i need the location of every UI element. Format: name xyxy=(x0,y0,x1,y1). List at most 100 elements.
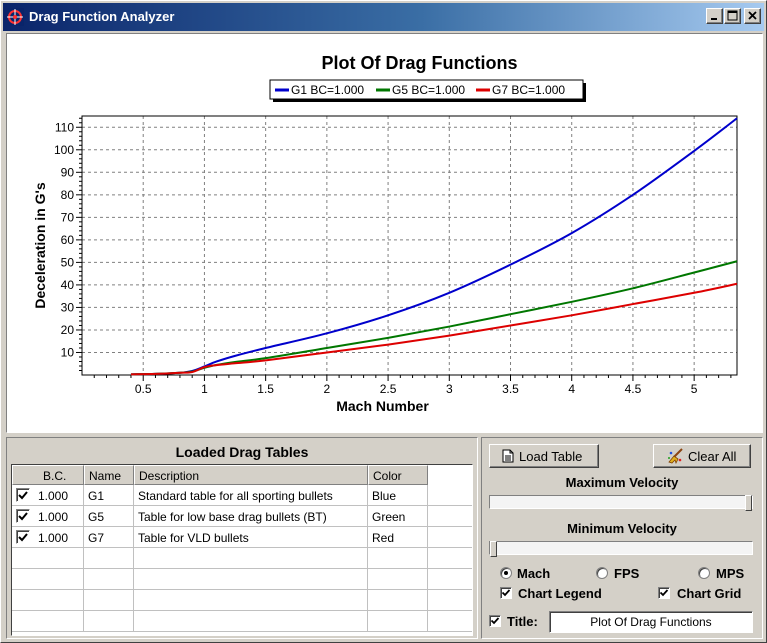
title-bar[interactable]: Drag Function Analyzer xyxy=(3,3,764,31)
mps-label: MPS xyxy=(716,566,745,581)
mps-radio[interactable] xyxy=(698,567,710,579)
x-tick-label: 4.5 xyxy=(625,382,642,396)
color-cell: Red xyxy=(368,527,428,548)
empty-cell xyxy=(368,548,428,569)
empty-cell xyxy=(134,569,368,590)
empty-cell xyxy=(134,548,368,569)
color-cell: Green xyxy=(368,506,428,527)
x-tick-label: 2.5 xyxy=(380,382,397,396)
table-row[interactable]: 1.000 G1 Standard table for all sporting b… xyxy=(12,485,472,506)
row-enabled-checkbox[interactable] xyxy=(16,488,30,502)
fps-radio[interactable] xyxy=(596,567,608,579)
min-velocity-slider[interactable] xyxy=(489,541,753,557)
row-enabled-checkbox[interactable] xyxy=(16,530,30,544)
y-tick-label: 110 xyxy=(55,120,74,134)
x-tick-label: 4 xyxy=(568,382,575,396)
legend-entry: G5 BC=1.000 xyxy=(392,83,465,97)
loaded-tables-title: Loaded Drag Tables xyxy=(175,444,309,460)
name-cell: G5 xyxy=(84,506,134,527)
load-table-label: Load Table xyxy=(519,449,583,464)
column-header-description[interactable]: Description xyxy=(134,465,368,485)
table-row[interactable]: 1.000 G7 Table for VLD bullets Red xyxy=(12,527,472,548)
x-tick-label: 3.5 xyxy=(502,382,519,396)
y-tick-label: 60 xyxy=(61,233,75,247)
legend-entry: G7 BC=1.000 xyxy=(492,83,565,97)
plot-frame xyxy=(81,115,738,376)
empty-cell xyxy=(134,590,368,611)
y-tick-label: 50 xyxy=(61,255,75,269)
y-axis-label: Deceleration in G's xyxy=(32,182,48,308)
min-velocity-label: Minimum Velocity xyxy=(567,521,677,536)
drag-tables-grid: B.C. Name Description Color 1.000 G1 Stand… xyxy=(11,464,473,636)
empty-cell xyxy=(428,548,472,569)
chart-title-input[interactable] xyxy=(549,611,753,633)
grid-header: B.C. Name Description Color xyxy=(12,465,472,485)
empty-cell xyxy=(84,548,134,569)
minimize-button[interactable] xyxy=(706,8,723,24)
clear-all-button[interactable]: Clear All xyxy=(653,444,751,468)
empty-cell xyxy=(12,611,84,632)
close-button[interactable] xyxy=(744,8,761,24)
minimize-icon xyxy=(711,18,717,20)
legend-entry: G1 BC=1.000 xyxy=(291,83,364,97)
max-velocity-slider[interactable] xyxy=(489,495,753,511)
title-label: Title: xyxy=(507,614,538,629)
name-cell: G1 xyxy=(84,485,134,506)
empty-cell xyxy=(368,590,428,611)
column-header-bc[interactable]: B.C. xyxy=(12,465,84,485)
checkmark-icon xyxy=(659,589,669,597)
empty-cell xyxy=(368,569,428,590)
bc-cell: 1.000 xyxy=(12,485,84,506)
x-tick-label: 1 xyxy=(201,382,208,396)
empty-cell xyxy=(428,506,472,527)
series-line xyxy=(130,117,738,376)
chart-legend-checkbox[interactable] xyxy=(500,587,512,599)
document-icon xyxy=(502,449,514,463)
column-header-color[interactable]: Color xyxy=(368,465,428,485)
window-title: Drag Function Analyzer xyxy=(29,9,175,24)
bc-value: 1.000 xyxy=(38,510,69,524)
maximize-button[interactable] xyxy=(724,8,741,24)
clear-all-label: Clear All xyxy=(688,449,737,464)
empty-cell xyxy=(84,569,134,590)
x-tick-label: 0.5 xyxy=(135,382,152,396)
empty-cell xyxy=(368,611,428,632)
x-tick-label: 3 xyxy=(446,382,453,396)
table-row xyxy=(12,548,472,569)
y-tick-label: 40 xyxy=(61,278,75,292)
series-line xyxy=(130,282,738,376)
y-tick-label: 30 xyxy=(61,300,75,314)
max-velocity-label: Maximum Velocity xyxy=(565,475,679,490)
maximize-icon xyxy=(727,10,738,21)
empty-cell xyxy=(84,590,134,611)
empty-cell xyxy=(428,611,472,632)
empty-cell xyxy=(12,548,84,569)
x-axis-label: Mach Number xyxy=(336,398,429,414)
checkmark-icon xyxy=(18,512,28,521)
mach-radio[interactable] xyxy=(500,567,512,579)
empty-cell xyxy=(12,590,84,611)
chart-legend-label: Chart Legend xyxy=(518,586,602,601)
fps-label: FPS xyxy=(614,566,640,581)
broom-icon xyxy=(668,448,683,464)
loaded-tables-panel: Loaded Drag Tables B.C. Name Description… xyxy=(6,437,478,639)
bc-value: 1.000 xyxy=(38,531,69,545)
empty-cell xyxy=(428,590,472,611)
description-cell: Table for low base drag bullets (BT) xyxy=(134,506,368,527)
color-cell: Blue xyxy=(368,485,428,506)
empty-cell xyxy=(428,485,472,506)
chart-grid-checkbox[interactable] xyxy=(658,587,670,599)
max-velocity-thumb[interactable] xyxy=(745,495,752,511)
title-checkbox[interactable] xyxy=(489,615,501,627)
load-table-button[interactable]: Load Table xyxy=(489,444,599,468)
y-tick-label: 100 xyxy=(54,143,74,157)
x-tick-label: 2 xyxy=(324,382,331,396)
min-velocity-thumb[interactable] xyxy=(490,541,497,557)
x-tick-label: 1.5 xyxy=(257,382,274,396)
chart-panel: Plot Of Drag Functions G1 BC=1.000 G5 BC=1… xyxy=(6,33,763,433)
column-header-name[interactable]: Name xyxy=(84,465,134,485)
table-row[interactable]: 1.000 G5 Table for low base drag bullets (… xyxy=(12,506,472,527)
row-enabled-checkbox[interactable] xyxy=(16,509,30,523)
table-row xyxy=(12,590,472,611)
drag-function-chart: Plot Of Drag Functions G1 BC=1.000 G5 BC=1… xyxy=(32,53,738,414)
